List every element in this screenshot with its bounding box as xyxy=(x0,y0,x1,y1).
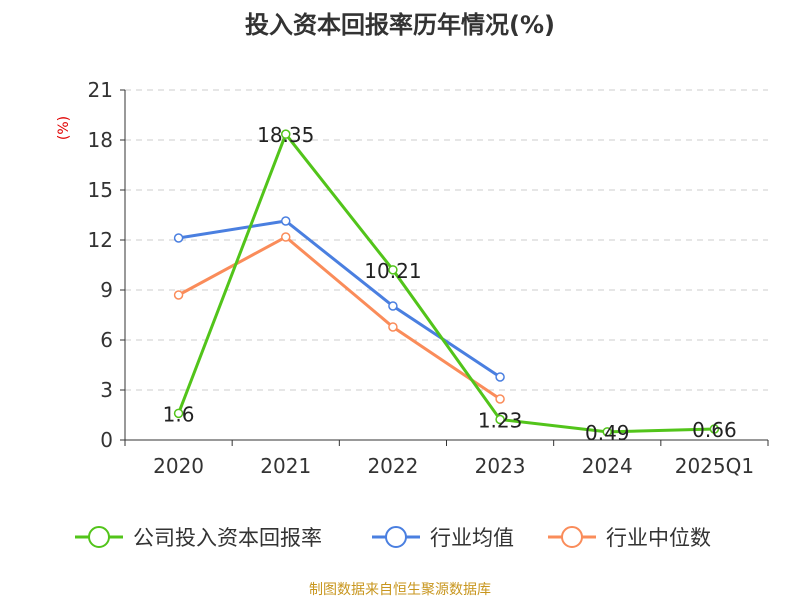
x-tick-label: 2021 xyxy=(260,454,311,478)
data-point xyxy=(173,233,184,243)
y-tick-label: 9 xyxy=(100,278,113,302)
data-point xyxy=(495,414,505,425)
data-label: 1.6 xyxy=(163,402,195,426)
series-line-0 xyxy=(177,131,715,434)
series-line-1 xyxy=(178,219,501,379)
data-point xyxy=(602,427,612,437)
data-point xyxy=(495,394,505,404)
data-label: 0.49 xyxy=(585,421,630,445)
legend-marker-icon xyxy=(561,526,583,548)
x-tick-label: 2020 xyxy=(153,454,204,478)
legend-marker-icon xyxy=(385,526,407,548)
x-tick-label: 2023 xyxy=(475,454,526,478)
data-point xyxy=(173,408,184,419)
y-axis-label: (%) xyxy=(56,116,72,140)
y-tick-label: 18 xyxy=(88,128,113,152)
data-label: 10.21 xyxy=(364,259,421,283)
legend-label: 行业均值 xyxy=(430,526,514,550)
data-point xyxy=(173,290,184,300)
data-point xyxy=(388,301,398,311)
y-tick-label: 21 xyxy=(88,78,113,102)
data-point xyxy=(281,216,291,226)
chart-title: 投入资本回报率历年情况(%) xyxy=(245,11,555,39)
y-tick-label: 0 xyxy=(100,428,113,452)
data-label: 0.66 xyxy=(692,418,737,442)
data-point xyxy=(281,232,291,242)
legend-label: 公司投入资本回报率 xyxy=(133,526,322,550)
data-point xyxy=(495,372,505,382)
y-tick-label: 12 xyxy=(88,228,113,252)
x-tick-label: 2022 xyxy=(367,454,418,478)
data-point xyxy=(388,265,398,275)
y-tick-label: 15 xyxy=(88,178,113,202)
legend-label: 行业中位数 xyxy=(606,526,711,550)
data-point xyxy=(388,322,398,332)
legend-marker-icon xyxy=(88,526,110,548)
data-label: 1.23 xyxy=(478,409,523,433)
data-point xyxy=(281,129,291,139)
y-tick-label: 6 xyxy=(100,328,113,352)
footer-source: 制图数据来自恒生聚源数据库 xyxy=(309,582,491,598)
series-line-2 xyxy=(177,235,501,401)
data-label: 18.35 xyxy=(257,123,314,147)
y-tick-label: 3 xyxy=(100,378,113,402)
x-tick-label: 2025Q1 xyxy=(675,454,754,478)
data-point xyxy=(709,424,720,434)
x-tick-label: 2024 xyxy=(582,454,633,478)
